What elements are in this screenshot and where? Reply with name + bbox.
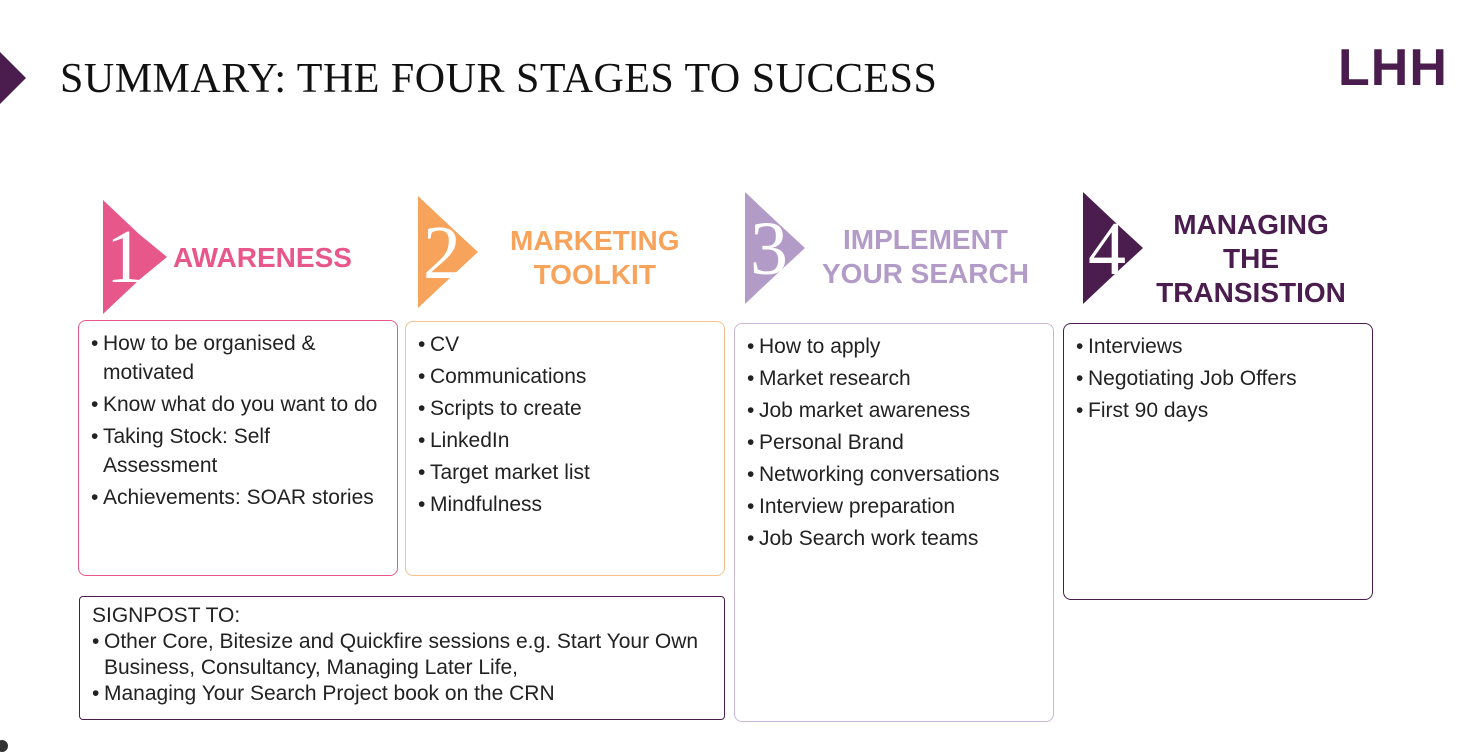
list-item: Managing Your Search Project book on the… (92, 681, 714, 707)
stage-4-box: Interviews Negotiating Job Offers First … (1063, 323, 1373, 600)
signpost-box: SIGNPOST TO: Other Core, Bitesize and Qu… (79, 596, 725, 720)
stage-1-header: 1 AWARENESS (103, 200, 363, 314)
list-item: Scripts to create (418, 394, 714, 423)
stage-4-number-icon: 4 (1083, 192, 1143, 304)
list-item: Communications (418, 362, 714, 391)
stage-4-header: 4 MANAGING THE TRANSISTION (1083, 192, 1363, 308)
lhh-logo: LHH (1338, 39, 1448, 97)
list-item: Market research (747, 364, 1043, 393)
stage-1-title: AWARENESS (173, 242, 352, 273)
list-item: Job Search work teams (747, 524, 1043, 553)
stage-2-number: 2 (423, 211, 461, 295)
stage-2-title: MARKETING TOOLKIT (510, 225, 680, 290)
list-item: Job market awareness (747, 396, 1043, 425)
signpost-heading: SIGNPOST TO: (92, 604, 241, 627)
list-item: Target market list (418, 458, 714, 487)
stage-3-title: IMPLEMENT YOUR SEARCH (822, 224, 1029, 289)
list-item: Mindfulness (418, 490, 714, 519)
list-item: Other Core, Bitesize and Quickfire sessi… (92, 629, 714, 681)
list-item: Negotiating Job Offers (1076, 364, 1362, 393)
stage-4-number: 4 (1088, 207, 1126, 291)
stage-1-number: 1 (106, 215, 144, 299)
list-item: Interview preparation (747, 492, 1043, 521)
list-item: First 90 days (1076, 396, 1362, 425)
list-item: LinkedIn (418, 426, 714, 455)
stage-4-title: MANAGING THE TRANSISTION (1156, 209, 1346, 308)
stage-3-number: 3 (750, 207, 788, 291)
stage-2-header: 2 MARKETING TOOLKIT (418, 196, 708, 308)
stage-2-box: CV Communications Scripts to create Link… (405, 321, 725, 576)
list-item: How to apply (747, 332, 1043, 361)
stage-1-box: How to be organised & motivated Know wha… (78, 320, 398, 576)
stage-3-number-icon: 3 (745, 192, 805, 304)
page-title: SUMMARY: THE FOUR STAGES TO SUCCESS (60, 56, 938, 102)
stage-2-number-icon: 2 (418, 196, 478, 308)
list-item: Taking Stock: Self Assessment (91, 422, 387, 480)
list-item: CV (418, 330, 714, 359)
list-item: Achievements: SOAR stories (91, 483, 387, 512)
list-item: Networking conversations (747, 460, 1043, 489)
corner-arrow-icon (0, 52, 26, 109)
list-item: Interviews (1076, 332, 1362, 361)
list-item: Personal Brand (747, 428, 1043, 457)
list-item: Know what do you want to do (91, 390, 387, 419)
stage-3-header: 3 IMPLEMENT YOUR SEARCH (745, 192, 1045, 304)
stage-3-box: How to apply Market research Job market … (734, 323, 1054, 722)
pointer-dot (0, 740, 8, 752)
stage-1-number-icon: 1 (103, 200, 167, 314)
list-item: How to be organised & motivated (91, 329, 387, 387)
